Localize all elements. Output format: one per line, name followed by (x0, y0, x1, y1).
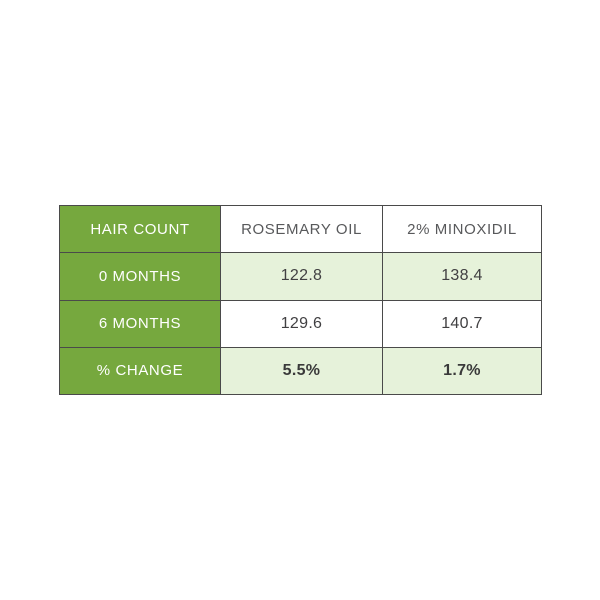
value-rosemary-6-months: 129.6 (220, 299, 383, 348)
hair-count-table: HAIR COUNT ROSEMARY OIL 2% MINOXIDIL 0 M… (59, 204, 542, 396)
row-label-percent-change: % CHANGE (59, 346, 221, 396)
table-header-row: HAIR COUNT ROSEMARY OIL 2% MINOXIDIL (59, 204, 542, 254)
row-label-6-months: 6 MONTHS (59, 299, 221, 348)
value-minoxidil-percent-change: 1.7% (382, 346, 542, 396)
header-cell-hair-count: HAIR COUNT (59, 204, 221, 254)
header-cell-rosemary-oil: ROSEMARY OIL (220, 204, 383, 254)
table-row-0-months: 0 MONTHS 122.8 138.4 (59, 252, 542, 301)
value-minoxidil-6-months: 140.7 (382, 299, 542, 348)
table-row-percent-change: % CHANGE 5.5% 1.7% (59, 346, 542, 396)
value-rosemary-percent-change: 5.5% (220, 346, 383, 396)
header-cell-minoxidil: 2% MINOXIDIL (382, 204, 542, 254)
table-row-6-months: 6 MONTHS 129.6 140.7 (59, 299, 542, 348)
row-label-0-months: 0 MONTHS (59, 252, 221, 301)
value-rosemary-0-months: 122.8 (220, 252, 383, 301)
value-minoxidil-0-months: 138.4 (382, 252, 542, 301)
